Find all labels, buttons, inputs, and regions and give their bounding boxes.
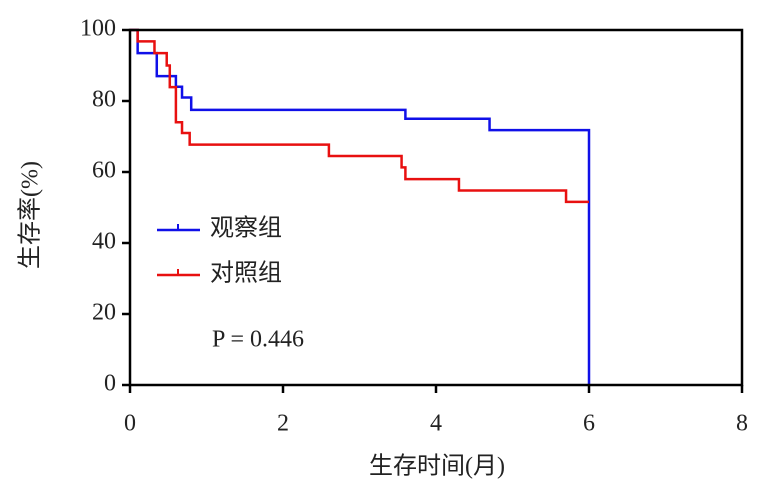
y-tick-label: 60 <box>92 158 116 184</box>
y-tick-label: 20 <box>92 300 116 326</box>
x-tick-label: 4 <box>430 411 442 437</box>
legend-label: 对照组 <box>210 260 282 287</box>
plot-frame <box>128 28 744 387</box>
y-tick-label: 80 <box>92 87 116 113</box>
x-tick-label: 2 <box>277 411 289 437</box>
survival-line <box>130 28 591 385</box>
y-axis-label: 生存率(%) <box>17 161 44 269</box>
x-axis-label: 生存时间(月) <box>369 453 505 480</box>
y-tick-label: 40 <box>92 229 116 255</box>
annotation: P = 0.446 <box>212 327 304 353</box>
legend-label: 观察组 <box>210 215 282 242</box>
y-tick-label: 100 <box>80 16 116 42</box>
x-tick-label: 0 <box>124 411 136 437</box>
y-tick-label: 0 <box>104 371 116 397</box>
x-tick-label: 6 <box>583 411 595 437</box>
survival-line <box>130 28 589 204</box>
x-tick-label: 8 <box>736 411 748 437</box>
